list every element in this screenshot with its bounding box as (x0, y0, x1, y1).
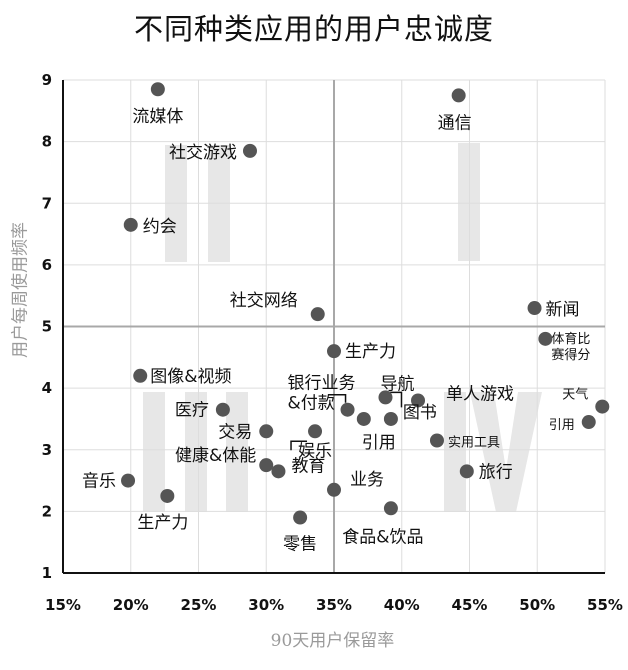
point-label: 导航 (380, 374, 414, 394)
data-point (340, 402, 355, 417)
x-tick-label: 40% (384, 596, 420, 614)
data-point (150, 82, 165, 97)
data-point (160, 488, 175, 503)
data-point (383, 411, 398, 426)
data-point (459, 464, 474, 479)
point-label: 生产力 (137, 513, 188, 533)
point-label: 零售 (283, 535, 317, 555)
quadrant-IV-v-mark (470, 392, 542, 512)
x-tick-label: 55% (587, 596, 623, 614)
x-tick-label: 20% (113, 596, 149, 614)
point-label: 医疗 (175, 401, 209, 421)
point-label: 业务 (350, 470, 384, 490)
chart-title: 不同种类应用的用户忠诚度 (133, 12, 494, 46)
data-point (451, 88, 466, 103)
point-label: 天气 (562, 387, 588, 403)
x-tick-label: 50% (519, 596, 555, 614)
point-label: 单人游戏 (446, 384, 514, 404)
point-label: 引用 (549, 418, 575, 433)
point-label: 教育 (291, 456, 325, 476)
data-point (123, 217, 138, 232)
data-point (356, 411, 371, 426)
x-tick-label: 45% (452, 596, 488, 614)
data-points (121, 82, 610, 525)
leader-lines (290, 391, 403, 451)
point-label: 生产力 (345, 342, 396, 362)
y-tick-label: 9 (42, 71, 52, 89)
point-label: 体育比赛得分 (551, 331, 590, 363)
y-axis-label: 用户每周使用频率 (10, 222, 31, 358)
y-tick-label: 3 (42, 441, 52, 459)
data-point (259, 458, 274, 473)
x-tick-label: 35% (316, 596, 352, 614)
leader-line (328, 393, 347, 403)
leader-line (389, 391, 403, 408)
plot-frame (62, 80, 605, 574)
data-point (411, 393, 426, 408)
point-label: 图像&视频 (150, 367, 231, 387)
data-point (383, 501, 398, 516)
point-label: 食品&饮品 (342, 527, 423, 547)
y-tick-label: 8 (42, 133, 52, 151)
point-label: 旅行 (479, 462, 513, 482)
y-tick-label: 7 (42, 194, 52, 212)
data-point (293, 510, 308, 525)
data-point (378, 390, 393, 405)
data-point (133, 368, 148, 383)
x-tick-label: 25% (181, 596, 217, 614)
point-label: 约会 (143, 217, 177, 237)
data-point (259, 424, 274, 439)
x-axis-ticks: 15% 20% 25% 30% 35% 40% 45% 50% 55% (45, 596, 623, 614)
data-point (242, 143, 257, 158)
point-label: 社交游戏 (169, 143, 237, 163)
point-label: 图书 (403, 403, 437, 423)
point-label: 社交网络 (230, 291, 298, 311)
point-label: 流媒体 (132, 107, 183, 127)
data-point (215, 402, 230, 417)
x-tick-label: 15% (45, 596, 81, 614)
data-point (327, 482, 341, 497)
point-label: 通信 (438, 113, 472, 133)
y-tick-label: 2 (42, 502, 52, 520)
point-label: 新闻 (546, 300, 580, 320)
point-label: 健康&体能 (175, 446, 256, 466)
y-tick-label: 5 (42, 318, 52, 336)
quadrant-IV-mark (444, 392, 466, 512)
y-tick-label: 6 (42, 256, 52, 274)
data-point (581, 415, 596, 430)
x-tick-label: 30% (248, 596, 284, 614)
quadrant-III-mark (143, 392, 248, 512)
data-point (527, 301, 542, 316)
data-point (595, 399, 610, 414)
quadrant-letters (143, 143, 542, 512)
y-tick-label: 4 (42, 379, 52, 397)
point-label: 引用 (362, 433, 396, 453)
y-axis-ticks: 1 2 3 4 5 6 7 8 9 (42, 71, 52, 582)
data-point (121, 473, 136, 488)
point-label: 交易 (218, 422, 252, 442)
data-point (271, 464, 286, 479)
leader-line (290, 440, 308, 451)
data-point (308, 424, 323, 439)
y-tick-label: 1 (42, 564, 52, 582)
point-label: 实用工具 (448, 436, 500, 451)
point-label: 音乐 (82, 472, 116, 492)
data-point (429, 433, 444, 448)
point-label: 娱乐 (298, 441, 332, 461)
data-point (327, 344, 341, 359)
x-axis-label: 90天用户保留率 (270, 631, 395, 651)
data-point (310, 307, 325, 322)
data-point (538, 331, 553, 346)
point-label: 银行业务&付款 (288, 374, 356, 414)
